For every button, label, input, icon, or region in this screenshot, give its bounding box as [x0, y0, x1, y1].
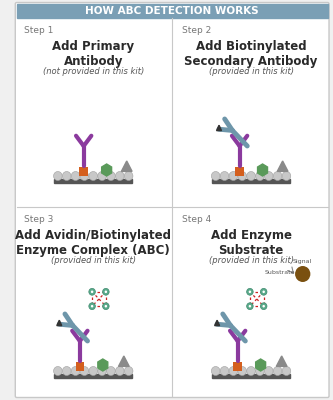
Circle shape: [247, 303, 253, 310]
Circle shape: [211, 172, 220, 180]
Bar: [54, 374, 133, 378]
Circle shape: [256, 366, 264, 376]
Circle shape: [103, 303, 109, 310]
Bar: [233, 362, 242, 370]
Circle shape: [116, 366, 124, 376]
Circle shape: [124, 172, 133, 180]
Bar: [212, 179, 290, 183]
Circle shape: [71, 366, 80, 376]
Text: (not provided in this kit): (not provided in this kit): [43, 67, 144, 76]
Circle shape: [103, 288, 109, 295]
Circle shape: [54, 172, 62, 180]
Circle shape: [262, 305, 265, 308]
Circle shape: [249, 290, 251, 293]
Bar: [76, 362, 84, 370]
Polygon shape: [277, 161, 288, 171]
Circle shape: [91, 305, 93, 308]
Bar: [235, 166, 244, 176]
Circle shape: [256, 172, 264, 180]
Circle shape: [273, 172, 282, 180]
Circle shape: [220, 172, 229, 180]
Polygon shape: [256, 359, 266, 371]
Circle shape: [229, 366, 238, 376]
Circle shape: [89, 172, 98, 180]
Text: (provided in this kit): (provided in this kit): [51, 256, 136, 265]
Circle shape: [247, 172, 255, 180]
Circle shape: [264, 172, 273, 180]
Text: Step 1: Step 1: [24, 26, 54, 35]
Circle shape: [247, 366, 255, 376]
Circle shape: [98, 366, 107, 376]
Text: Step 4: Step 4: [182, 215, 211, 224]
Text: Add Enzyme
Substrate: Add Enzyme Substrate: [210, 229, 292, 257]
Polygon shape: [98, 359, 108, 371]
Circle shape: [238, 366, 246, 376]
Circle shape: [247, 288, 253, 295]
Circle shape: [260, 303, 267, 310]
Circle shape: [80, 172, 89, 180]
FancyBboxPatch shape: [15, 2, 329, 398]
Circle shape: [273, 366, 282, 376]
Polygon shape: [102, 164, 112, 176]
Text: (provided in this kit): (provided in this kit): [208, 256, 294, 265]
Circle shape: [295, 266, 310, 282]
Text: Substrate: Substrate: [264, 270, 295, 276]
Circle shape: [62, 366, 71, 376]
Text: Add Primary
Antibody: Add Primary Antibody: [52, 40, 134, 68]
Circle shape: [91, 290, 93, 293]
Text: Add Biotinylated
Secondary Antibody: Add Biotinylated Secondary Antibody: [184, 40, 318, 68]
Circle shape: [105, 305, 107, 308]
Circle shape: [282, 172, 291, 180]
Circle shape: [229, 172, 238, 180]
Text: Signal: Signal: [293, 259, 312, 264]
Polygon shape: [276, 356, 287, 366]
Bar: [54, 179, 133, 183]
Circle shape: [264, 366, 273, 376]
Polygon shape: [119, 356, 129, 366]
Bar: [212, 374, 290, 378]
Circle shape: [54, 366, 62, 376]
Circle shape: [89, 288, 95, 295]
Circle shape: [105, 290, 107, 293]
Circle shape: [211, 366, 220, 376]
Circle shape: [262, 290, 265, 293]
Bar: [17, 4, 328, 18]
Circle shape: [89, 303, 95, 310]
Circle shape: [71, 172, 80, 180]
Text: Step 2: Step 2: [182, 26, 211, 35]
Text: Step 3: Step 3: [24, 215, 54, 224]
Polygon shape: [57, 320, 62, 326]
Circle shape: [116, 172, 124, 180]
Circle shape: [238, 172, 246, 180]
Circle shape: [107, 366, 115, 376]
Circle shape: [260, 288, 267, 295]
Circle shape: [80, 366, 89, 376]
Circle shape: [124, 366, 133, 376]
Polygon shape: [215, 320, 219, 326]
Circle shape: [282, 366, 291, 376]
Text: HOW ABC DETECTION WORKS: HOW ABC DETECTION WORKS: [85, 6, 258, 16]
Polygon shape: [257, 164, 267, 176]
Circle shape: [107, 172, 115, 180]
Bar: [79, 166, 88, 176]
Polygon shape: [216, 125, 221, 131]
Circle shape: [98, 172, 107, 180]
Text: (provided in this kit): (provided in this kit): [208, 67, 294, 76]
Circle shape: [220, 366, 229, 376]
Circle shape: [62, 172, 71, 180]
Polygon shape: [121, 161, 132, 171]
Circle shape: [89, 366, 98, 376]
Text: Add Avidin/Biotinylated
Enzyme Complex (ABC): Add Avidin/Biotinylated Enzyme Complex (…: [15, 229, 171, 257]
Circle shape: [249, 305, 251, 308]
